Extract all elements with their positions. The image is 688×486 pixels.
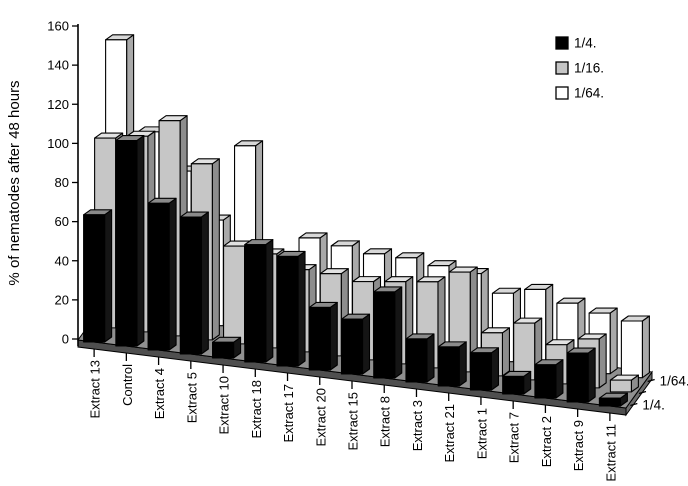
legend-swatch-1-4 <box>555 36 569 50</box>
bar-extract-20-1-4 <box>308 301 338 371</box>
y-tick-label: 60 <box>55 214 69 229</box>
category-label-extract-5: Extract 5 <box>184 372 199 423</box>
category-label-extract-7: Extract 7 <box>507 412 522 463</box>
bar-extract-11-1-64 <box>620 315 650 379</box>
depth-tick <box>638 390 647 395</box>
legend: 1/4. 1/16. 1/64. <box>555 36 604 101</box>
bar-extract-17-1-4 <box>276 250 306 367</box>
y-axis-title: % of nematodes after 48 hours <box>6 80 23 285</box>
y-tick-label: 80 <box>55 175 69 190</box>
bar-extract-7-1-4 <box>502 370 532 395</box>
depth-tick <box>630 402 638 407</box>
depth-axis: 1/4. 1/64. <box>630 374 688 413</box>
y-tick-label: 0 <box>62 332 69 347</box>
category-label-extract-13: Extract 13 <box>88 360 103 419</box>
category-label-extract-3: Extract 3 <box>410 400 425 451</box>
bar-extract-2-1-4 <box>534 359 564 399</box>
category-label-extract-15: Extract 15 <box>346 392 361 451</box>
legend-label-1-4: 1/4. <box>574 36 597 51</box>
bar-extract-1-1-4 <box>469 347 499 391</box>
bars <box>83 34 650 407</box>
bar-extract-15-1-4 <box>340 313 371 375</box>
depth-tick <box>647 378 655 383</box>
legend-swatch-1-64 <box>555 86 569 100</box>
legend-label-1-64: 1/64. <box>574 86 604 101</box>
category-label-extract-20: Extract 20 <box>313 388 328 447</box>
series-row-1-4 <box>83 135 628 407</box>
category-label-extract-18: Extract 18 <box>249 380 264 439</box>
category-label-extract-2: Extract 2 <box>539 416 554 467</box>
bar-extract-13-1-4 <box>83 209 113 343</box>
legend-swatch-1-16 <box>555 61 569 75</box>
bar-extract-21-1-4 <box>437 341 467 387</box>
category-label-control: Control <box>120 364 135 406</box>
bar-extract-5-1-4 <box>179 211 209 355</box>
bar-extract-11-1-4 <box>598 392 628 407</box>
category-label-extract-9: Extract 9 <box>571 420 586 471</box>
y-tick-label: 100 <box>47 136 69 151</box>
category-axis: Extract 13 Control Extract 4 Extract 5 Extra… <box>88 349 618 482</box>
category-label-extract-11: Extract 11 <box>603 424 618 482</box>
category-label-extract-17: Extract 17 <box>281 384 296 443</box>
bar-extract-3-1-4 <box>405 333 435 383</box>
bar-extract-4-1-4 <box>147 197 177 351</box>
bar-extract-11-1-16 <box>609 374 639 393</box>
value-axis: 0 20 40 60 80 100 120 140 160 % of nematodes afte… <box>6 19 79 347</box>
category-label-extract-4: Extract 4 <box>152 368 167 419</box>
bar-extract-18-1-4 <box>244 239 274 363</box>
bar-extract-8-1-4 <box>373 286 403 379</box>
y-tick-label: 120 <box>47 97 69 112</box>
bar-control-1-4 <box>115 135 145 347</box>
category-label-extract-21: Extract 21 <box>442 404 457 463</box>
legend-label-1-16: 1/16. <box>574 61 604 76</box>
depth-axis-label-1-64: 1/64. <box>660 374 688 389</box>
bar-extract-10-1-4 <box>212 336 242 359</box>
y-tick-label: 140 <box>47 58 69 73</box>
depth-axis-label-1-4: 1/4. <box>642 398 665 413</box>
bar-extract-9-1-4 <box>566 347 596 403</box>
y-tick-label: 40 <box>55 253 69 268</box>
y-tick-label: 160 <box>47 19 69 34</box>
category-label-extract-10: Extract 10 <box>217 376 232 435</box>
y-tick-label: 20 <box>55 292 69 307</box>
category-label-extract-1: Extract 1 <box>474 408 489 459</box>
category-label-extract-8: Extract 8 <box>378 396 393 447</box>
